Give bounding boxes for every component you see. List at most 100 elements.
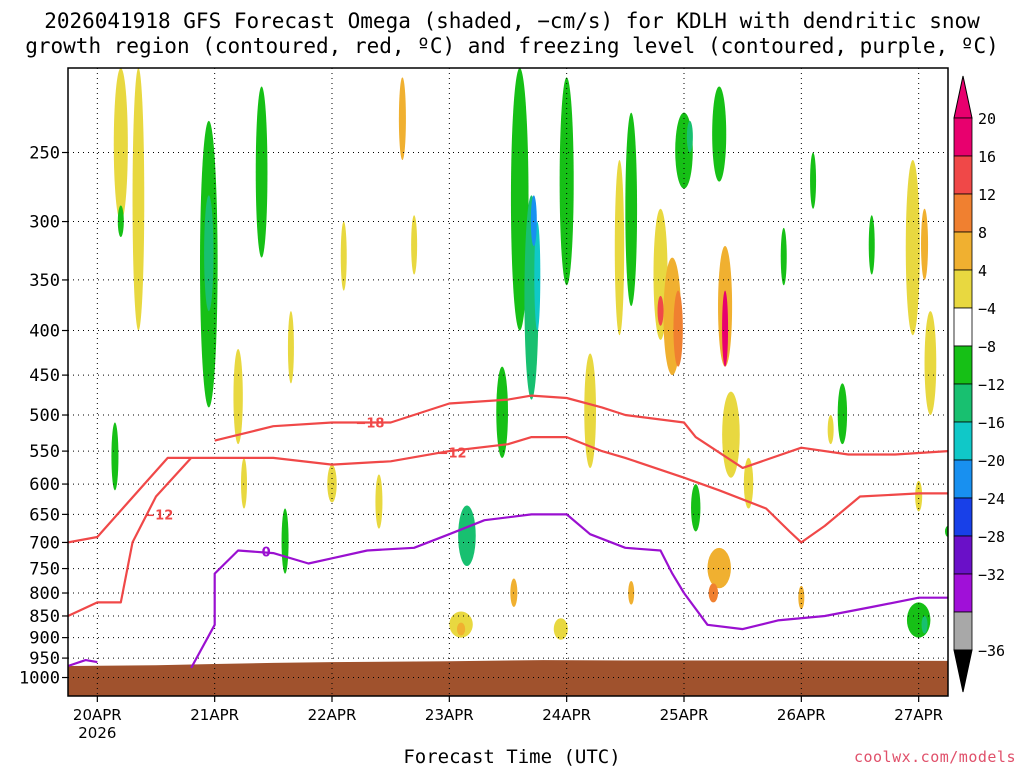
omega-shade-56 — [921, 615, 928, 634]
colorbar-label-12: −32 — [978, 566, 1005, 584]
y-tick-label-550: 550 — [29, 442, 60, 462]
x-tick-label-22APR: 22APR — [308, 706, 357, 724]
y-tick-label-650: 650 — [29, 505, 60, 525]
omega-shade-28 — [614, 160, 625, 336]
colorbar-top-arrow — [953, 75, 973, 119]
colorbar-swatch-11 — [953, 535, 973, 575]
colorbar-label-8: −16 — [978, 414, 1005, 432]
omega-shade-36 — [673, 290, 683, 367]
colorbar-swatch-5 — [953, 307, 973, 347]
chart-title-line-1: 2026041918 GFS Forecast Omega (shaded, −… — [44, 9, 980, 33]
omega-shade-5 — [204, 195, 214, 312]
x-tick-label-24APR: 24APR — [542, 706, 591, 724]
omega-shade-45 — [810, 152, 817, 209]
omega-shade-51 — [921, 208, 929, 280]
chart-title-line-2: growth region (contoured, red, ºC) and f… — [25, 34, 999, 58]
colorbar-swatch-8 — [953, 421, 973, 461]
contour-line-1 — [68, 436, 948, 544]
colorbar-swatch-1 — [953, 155, 973, 195]
colorbar-label-4: 4 — [978, 262, 987, 280]
omega-shade-44 — [743, 457, 754, 509]
colorbar-swatch-6 — [953, 345, 973, 385]
omega-shade-14 — [398, 77, 406, 161]
plot-frame — [67, 67, 949, 697]
y-tick-label-950: 950 — [29, 649, 60, 669]
omega-shade-39 — [722, 290, 729, 367]
plot-area: −18 −12 −12 0 250 300 350 400 450 500 550 600 650 700… — [19, 67, 949, 742]
colorbar: 20 16 12 8 4 −4 −8 −12 −16 −20 −24 −28 −32 −36 — [953, 75, 1005, 693]
omega-shade-1 — [132, 68, 145, 331]
colorbar-swatch-4 — [953, 269, 973, 309]
colorbar-label-11: −28 — [978, 528, 1005, 546]
omega-shade-33 — [686, 120, 693, 153]
y-tick-label-450: 450 — [29, 366, 60, 386]
omega-shade-30 — [628, 580, 635, 605]
x-tick-label-20APR: 20APR — [73, 706, 122, 724]
omega-shade-27 — [584, 353, 597, 468]
omega-shade-7 — [233, 348, 243, 445]
contour-label-1: −12 — [438, 446, 467, 461]
y-tick-label-350: 350 — [29, 271, 60, 291]
colorbar-swatch-0 — [953, 117, 973, 157]
colorbar-swatch-2 — [953, 193, 973, 233]
omega-shade-53 — [868, 215, 875, 275]
y-tick-label-900: 900 — [29, 629, 60, 649]
x-tick-label-25APR: 25APR — [660, 706, 709, 724]
contour-line-4 — [68, 659, 98, 668]
omega-shade-24 — [496, 366, 508, 458]
plot-content: −18 −12 −12 0 — [68, 68, 948, 696]
omega-shade-25 — [553, 618, 568, 640]
x-axis-title: Forecast Time (UTC) — [403, 746, 621, 768]
omega-shade-12 — [340, 221, 347, 291]
y-tick-label-700: 700 — [29, 533, 60, 553]
omega-shade-15 — [411, 215, 418, 275]
x-tick-sublabel-20APR: 2026 — [78, 724, 116, 742]
colorbar-label-7: −12 — [978, 376, 1005, 394]
omega-shade-18 — [456, 622, 466, 636]
colorbar-label-6: −8 — [978, 338, 996, 356]
omega-shade-22 — [530, 195, 537, 246]
colorbar-swatch-3 — [953, 231, 973, 271]
omega-shade-13 — [375, 474, 383, 529]
contour-label-2: −12 — [144, 508, 173, 523]
omega-shade-16 — [458, 505, 476, 567]
omega-shade-50 — [905, 160, 920, 336]
x-tick-label-26APR: 26APR — [777, 706, 826, 724]
omega-shade-48 — [827, 415, 834, 445]
omega-shade-19 — [510, 68, 529, 331]
colorbar-label-0: 20 — [978, 110, 996, 128]
contour-label-3: 0 — [262, 546, 271, 561]
colorbar-bottom-arrow — [953, 649, 973, 693]
colorbar-swatch-7 — [953, 383, 973, 423]
omega-shade-3 — [111, 422, 119, 491]
omega-shade-46 — [780, 227, 787, 286]
colorbar-swatch-12 — [953, 573, 973, 613]
omega-shade-10 — [287, 311, 294, 384]
colorbar-label-2: 12 — [978, 186, 996, 204]
colorbar-label-1: 16 — [978, 148, 996, 166]
y-tick-label-500: 500 — [29, 406, 60, 426]
colorbar-swatch-10 — [953, 497, 973, 537]
omega-shade-41 — [707, 547, 731, 589]
x-tick-label-27APR: 27APR — [894, 706, 943, 724]
contour-line-3 — [190, 513, 948, 669]
contour-label-0: −18 — [355, 417, 384, 432]
y-tick-label-1000: 1000 — [19, 669, 60, 689]
omega-shade-0 — [113, 68, 128, 222]
y-tick-label-750: 750 — [29, 560, 60, 580]
colorbar-label-9: −20 — [978, 452, 1005, 470]
y-tick-label-400: 400 — [29, 322, 60, 342]
x-tick-label-23APR: 23APR — [425, 706, 474, 724]
site-credit[interactable]: coolwx.com/models — [853, 748, 1016, 766]
omega-shade-47 — [837, 383, 848, 445]
y-tick-label-850: 850 — [29, 607, 60, 627]
colorbar-label-10: −24 — [978, 490, 1005, 508]
colorbar-swatch-9 — [953, 459, 973, 499]
x-tick-label-21APR: 21APR — [190, 706, 239, 724]
omega-shade-23 — [559, 77, 574, 286]
y-tick-label-800: 800 — [29, 584, 60, 604]
omega-shade-6 — [255, 86, 268, 258]
contour-line-2 — [68, 457, 193, 617]
terrain-ground — [68, 660, 948, 696]
